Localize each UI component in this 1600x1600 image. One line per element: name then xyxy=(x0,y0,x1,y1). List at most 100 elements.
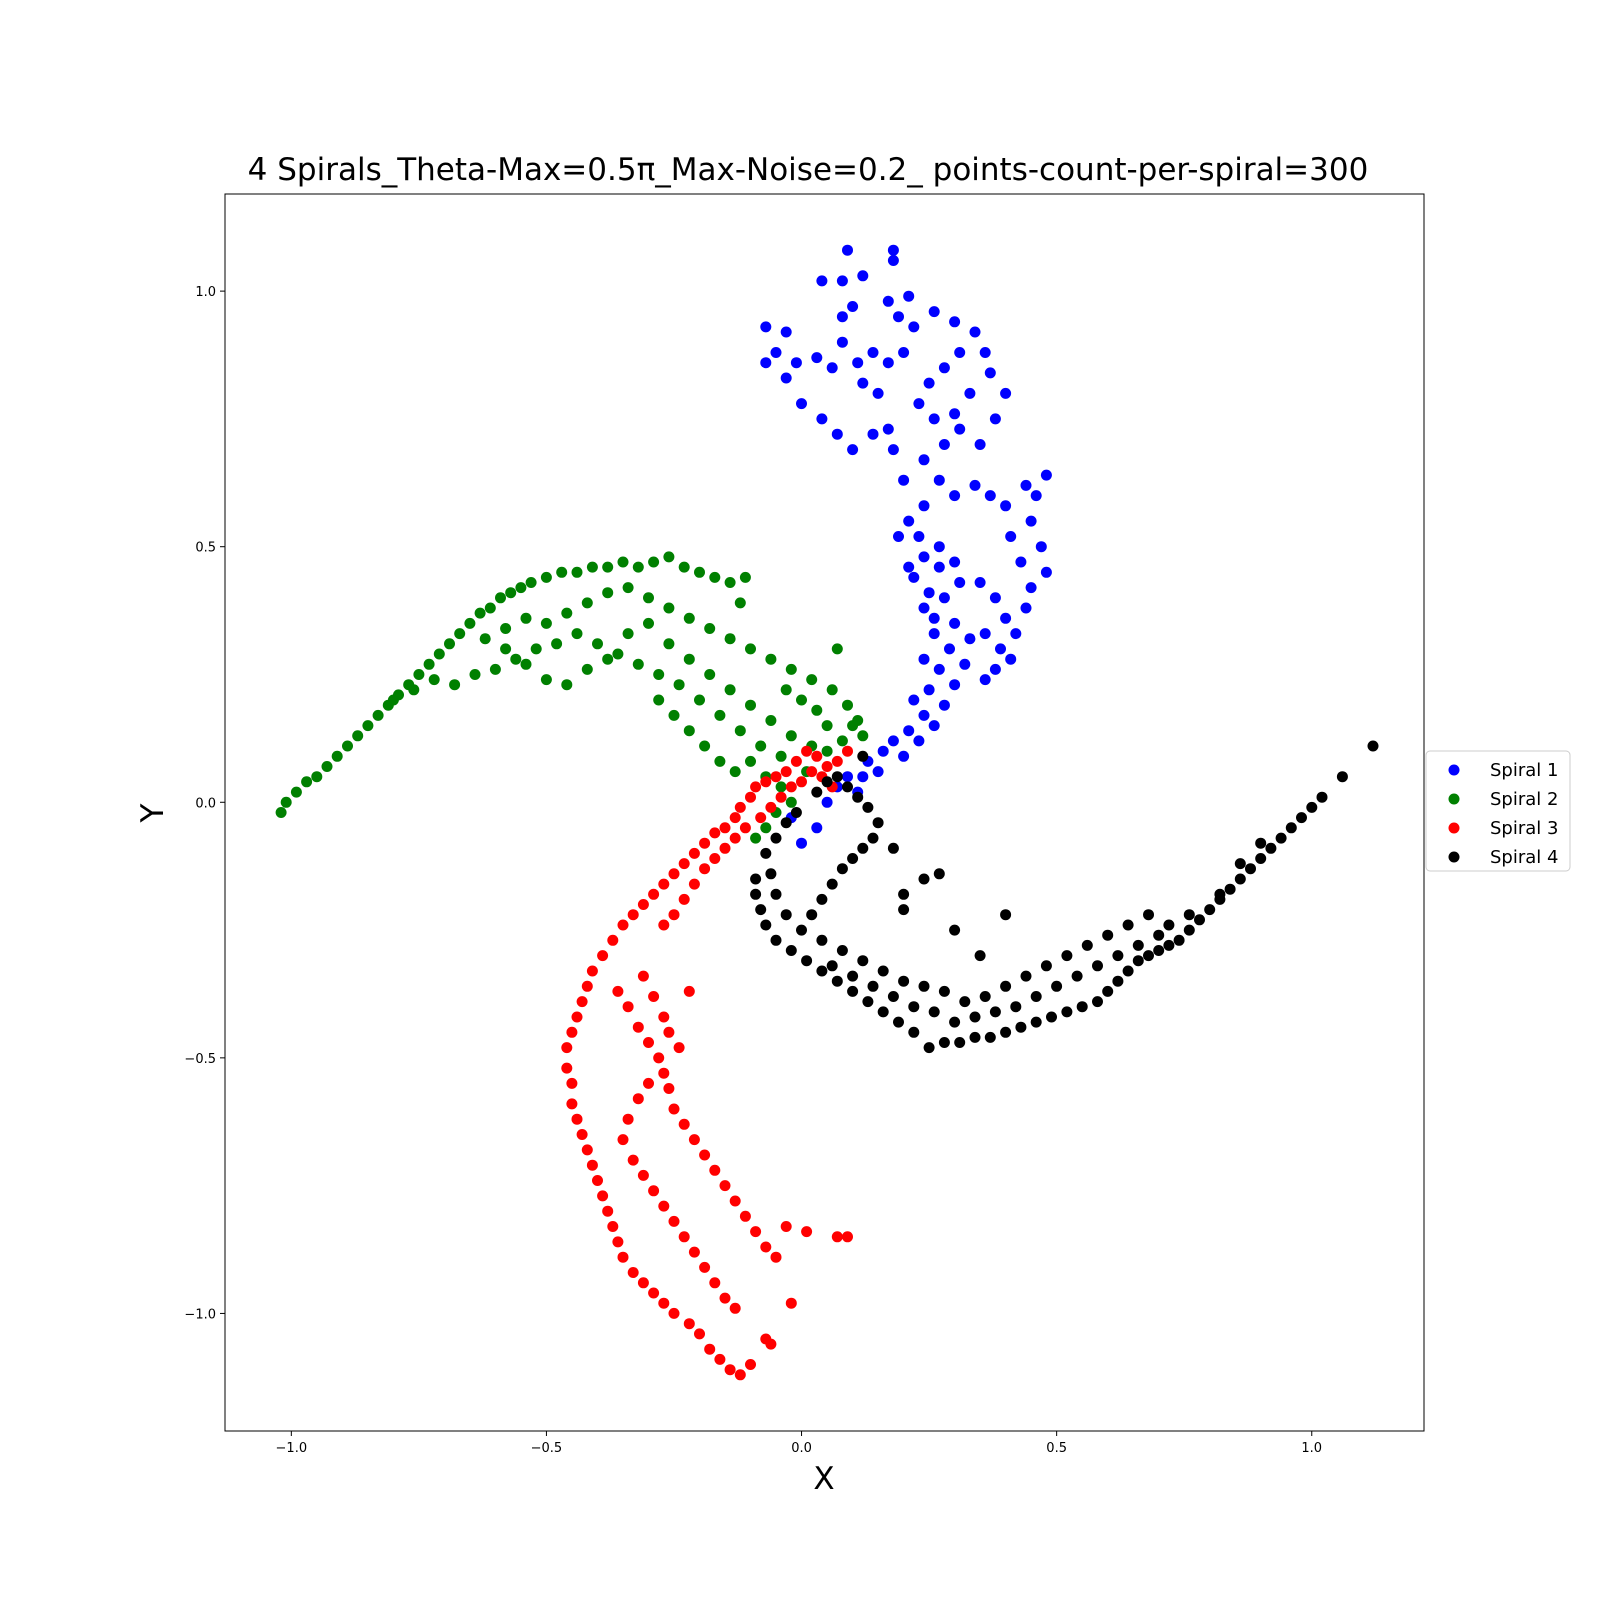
data-point xyxy=(1000,387,1012,399)
data-point xyxy=(979,991,991,1002)
data-point xyxy=(893,531,904,542)
data-point xyxy=(510,653,522,665)
data-point xyxy=(903,290,915,302)
data-point xyxy=(1061,950,1073,962)
data-point xyxy=(842,781,853,793)
data-point xyxy=(933,561,945,573)
data-point xyxy=(923,684,935,696)
data-point xyxy=(464,617,476,629)
data-point xyxy=(668,709,680,721)
data-point xyxy=(454,628,466,640)
data-point xyxy=(683,1318,695,1330)
data-point xyxy=(954,347,966,358)
data-point xyxy=(602,1205,614,1217)
data-point xyxy=(729,1195,741,1207)
data-point xyxy=(821,776,833,788)
data-point xyxy=(918,980,930,992)
data-point xyxy=(760,847,772,859)
data-point xyxy=(663,638,675,650)
data-point xyxy=(1234,873,1246,885)
data-point xyxy=(1071,970,1083,982)
data-point xyxy=(1061,1006,1073,1018)
data-point xyxy=(1316,791,1328,803)
data-point xyxy=(785,781,797,793)
data-point xyxy=(653,669,665,680)
data-point xyxy=(612,985,624,997)
data-point xyxy=(714,755,726,767)
data-point xyxy=(790,807,802,818)
data-point xyxy=(842,244,853,256)
data-point xyxy=(617,919,629,931)
data-point xyxy=(709,1164,721,1176)
data-point xyxy=(903,725,915,737)
data-point xyxy=(765,715,777,726)
data-point xyxy=(882,295,894,307)
legend-item: Spiral 4 xyxy=(1448,847,1558,868)
data-point xyxy=(668,1307,680,1319)
data-point xyxy=(811,750,823,762)
data-point xyxy=(566,1098,578,1110)
data-point xyxy=(979,628,991,640)
data-point xyxy=(831,1231,843,1243)
data-point xyxy=(648,1185,660,1197)
data-point xyxy=(602,587,614,599)
data-point xyxy=(816,413,828,425)
legend-items: Spiral 1 Spiral 2 Spiral 3 Spiral 4 xyxy=(1448,760,1558,868)
data-point xyxy=(918,454,930,466)
data-point xyxy=(770,771,782,783)
data-point xyxy=(887,255,899,266)
data-point xyxy=(750,873,762,885)
data-point xyxy=(938,985,950,997)
data-point xyxy=(586,1159,598,1171)
data-point xyxy=(785,796,797,808)
data-point xyxy=(729,1302,741,1314)
legend-label: Spiral 2 xyxy=(1490,789,1558,810)
data-point xyxy=(893,1016,904,1028)
data-point xyxy=(632,658,644,670)
data-point xyxy=(627,909,639,921)
data-point xyxy=(622,582,634,594)
data-point xyxy=(683,725,695,737)
data-point xyxy=(637,1169,649,1181)
data-point xyxy=(1132,955,1144,967)
data-point xyxy=(1163,919,1175,931)
data-point xyxy=(561,679,573,691)
data-point xyxy=(678,858,690,870)
data-point xyxy=(719,822,731,834)
data-point xyxy=(709,827,721,839)
data-point xyxy=(847,301,859,312)
data-point xyxy=(290,786,302,798)
data-point xyxy=(643,592,654,604)
data-point xyxy=(974,577,986,588)
data-point xyxy=(887,244,899,256)
data-point xyxy=(637,1277,649,1289)
data-point xyxy=(903,515,915,527)
data-point xyxy=(806,766,818,778)
data-point xyxy=(581,980,593,992)
data-point xyxy=(872,387,884,399)
data-point xyxy=(806,909,818,921)
data-point xyxy=(755,904,767,916)
data-point xyxy=(923,377,935,389)
data-point xyxy=(694,566,705,578)
data-point xyxy=(1030,490,1042,502)
data-point xyxy=(1092,960,1103,972)
data-point xyxy=(704,1343,716,1355)
data-point xyxy=(648,1287,660,1299)
data-point xyxy=(576,1129,588,1140)
data-point xyxy=(321,761,333,772)
data-point xyxy=(653,694,665,706)
data-point xyxy=(1245,863,1256,875)
data-point xyxy=(918,500,930,512)
data-point xyxy=(1367,740,1379,752)
data-point xyxy=(581,1144,593,1156)
data-point xyxy=(745,755,756,767)
data-point xyxy=(1122,919,1134,931)
data-point xyxy=(566,1077,578,1089)
data-point xyxy=(683,653,695,665)
data-point xyxy=(760,1241,772,1253)
data-point xyxy=(887,842,899,854)
data-point xyxy=(663,551,675,563)
data-point xyxy=(724,684,736,696)
data-point xyxy=(908,1026,920,1038)
